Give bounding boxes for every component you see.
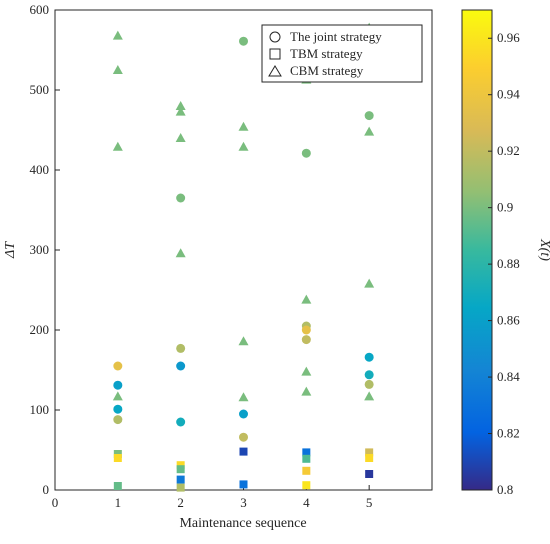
colorbar-tick-label: 0.96 xyxy=(497,30,520,45)
cbm-strategy-point xyxy=(175,133,186,142)
legend-label-joint: The joint strategy xyxy=(290,29,382,44)
joint-strategy-point xyxy=(364,352,374,362)
y-tick-label: 0 xyxy=(43,482,50,497)
colorbar xyxy=(461,9,493,491)
joint-strategy-point xyxy=(113,361,123,371)
colorbar-tick-label: 0.88 xyxy=(497,256,520,271)
cbm-strategy-point xyxy=(175,106,186,116)
cbm-strategy-point xyxy=(238,336,249,346)
joint-strategy-point xyxy=(301,325,311,335)
y-tick-label: 400 xyxy=(30,162,50,177)
x-axis-label: Maintenance sequence xyxy=(179,516,306,531)
joint-strategy-point xyxy=(239,409,248,419)
colorbar-label: X(t) xyxy=(537,238,550,261)
tbm-strategy-point xyxy=(113,454,122,462)
y-tick-label: 600 xyxy=(30,2,50,17)
tbm-strategy-point xyxy=(365,454,374,462)
joint-strategy-point xyxy=(364,111,374,121)
cbm-strategy-point xyxy=(238,392,249,402)
cbm-strategy-point xyxy=(238,121,249,131)
cbm-strategy-point xyxy=(112,391,123,401)
tbm-strategy-point xyxy=(239,447,248,456)
cbm-strategy-point xyxy=(301,386,312,396)
cbm-strategy-point xyxy=(112,65,123,74)
colorbar-tick-label: 0.84 xyxy=(497,369,520,384)
colorbar-tick-label: 0.92 xyxy=(497,143,520,158)
x-tick-label: 0 xyxy=(52,495,59,510)
y-tick-label: 500 xyxy=(30,82,50,97)
colorbar-tick-label: 0.82 xyxy=(497,426,520,441)
x-tick-label: 5 xyxy=(366,495,373,510)
data-points xyxy=(112,22,375,492)
colorbar-tick-label: 0.94 xyxy=(497,87,520,102)
joint-strategy-point xyxy=(176,193,186,203)
tbm-strategy-point xyxy=(176,475,185,484)
tbm-strategy-point xyxy=(365,448,374,457)
legend-triangle-icon xyxy=(268,65,282,77)
joint-strategy-point xyxy=(239,432,248,442)
x-axis-ticks: 0 1 2 3 4 5 xyxy=(52,485,373,510)
joint-strategy-point xyxy=(301,148,311,158)
tbm-strategy-point xyxy=(176,465,185,474)
cbm-strategy-point xyxy=(301,294,312,304)
joint-strategy-point xyxy=(176,343,186,353)
y-tick-label: 200 xyxy=(30,322,50,337)
legend-circle-icon xyxy=(269,31,281,43)
colorbar-tick-label: 0.9 xyxy=(497,200,513,215)
tbm-strategy-point xyxy=(302,454,311,463)
y-axis-label: ΔT xyxy=(3,241,18,259)
x-tick-label: 2 xyxy=(177,495,184,510)
tbm-strategy-point xyxy=(113,482,122,490)
tbm-strategy-point xyxy=(176,483,185,492)
cbm-strategy-point xyxy=(175,101,186,110)
joint-strategy-point xyxy=(301,335,311,345)
cbm-strategy-point xyxy=(112,141,123,151)
colorbar-ticks: 0.8 0.82 0.84 0.86 0.88 0.9 0.92 0.94 0.96 xyxy=(488,30,520,497)
cbm-strategy-point xyxy=(175,248,186,258)
joint-strategy-point xyxy=(176,361,186,371)
legend-label-cbm: CBM strategy xyxy=(290,63,364,78)
y-axis-ticks: 0 100 200 300 400 500 600 xyxy=(30,2,60,497)
colorbar-tick-label: 0.8 xyxy=(497,482,513,497)
y-tick-label: 100 xyxy=(30,402,50,417)
cbm-strategy-point xyxy=(364,126,375,136)
x-tick-label: 4 xyxy=(303,495,310,510)
tbm-strategy-point xyxy=(302,466,311,475)
cbm-strategy-point xyxy=(364,278,375,288)
joint-strategy-point xyxy=(239,36,248,46)
x-tick-label: 3 xyxy=(240,495,247,510)
tbm-strategy-point xyxy=(365,470,374,478)
cbm-strategy-point xyxy=(301,366,312,376)
joint-strategy-point xyxy=(113,404,123,414)
joint-strategy-point xyxy=(364,379,374,389)
x-tick-label: 1 xyxy=(115,495,122,510)
cbm-strategy-point xyxy=(364,391,375,401)
tbm-strategy-point xyxy=(302,448,311,457)
tbm-strategy-point xyxy=(239,480,248,489)
joint-strategy-point xyxy=(364,370,374,380)
legend: The joint strategy TBM strategy CBM stra… xyxy=(261,24,423,83)
colorbar-tick-label: 0.86 xyxy=(497,313,520,328)
joint-strategy-point xyxy=(113,415,123,425)
y-tick-label: 300 xyxy=(30,242,50,257)
legend-label-tbm: TBM strategy xyxy=(290,46,363,61)
tbm-strategy-point xyxy=(302,481,311,490)
joint-strategy-point xyxy=(113,380,123,390)
joint-strategy-point xyxy=(176,417,186,427)
legend-box xyxy=(261,24,423,83)
legend-square-icon xyxy=(269,48,281,60)
cbm-strategy-point xyxy=(112,30,123,40)
cbm-strategy-point xyxy=(238,141,249,151)
